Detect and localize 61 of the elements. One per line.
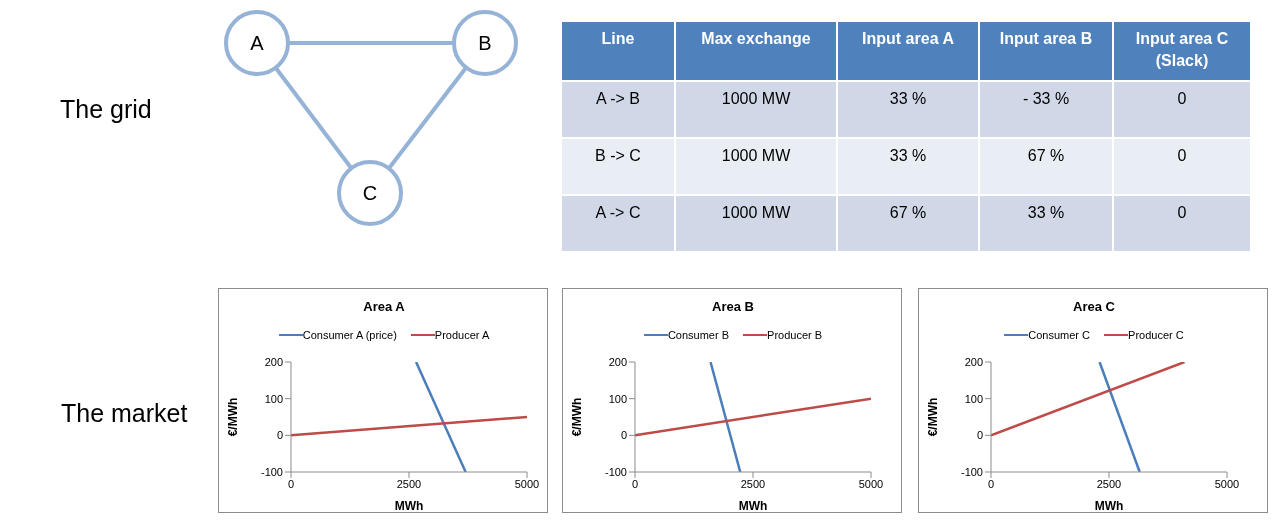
text: - 33 %: [1022, 90, 1070, 107]
y-tick-label: 200: [608, 355, 627, 368]
x-tick-label: 5000: [1214, 477, 1240, 490]
category-label: Input area C (Slack): [1114, 22, 1250, 80]
y-tick-label: 0: [976, 429, 983, 442]
text: C: [362, 182, 378, 204]
y-tick-label: -100: [960, 465, 983, 478]
y-axis-title: €/MWh: [226, 397, 241, 437]
y-tick-label: 0: [276, 429, 283, 442]
y-tick-label: 100: [964, 392, 983, 405]
legend-label: Consumer A (price): [302, 329, 397, 341]
x-axis-title: MWh: [1094, 499, 1124, 513]
text: 67 %: [1027, 147, 1065, 164]
category-label: B -> C: [595, 147, 641, 164]
x-tick-label: 5000: [858, 477, 884, 490]
y-tick-label: -100: [260, 465, 283, 478]
y-tick-label: 200: [964, 355, 983, 368]
text: B: [478, 32, 492, 54]
category-label: Input area B: [980, 22, 1112, 80]
text: A: [250, 32, 265, 54]
x-axis-title: MWh: [394, 499, 424, 513]
x-axis-title: MWh: [738, 499, 768, 513]
category-label: A -> B: [595, 90, 641, 107]
x-tick-label: 0: [287, 477, 295, 490]
x-tick-label: 0: [987, 477, 995, 490]
y-axis-title: €/MWh: [570, 397, 585, 437]
legend-label: Producer A: [434, 329, 490, 341]
text: 0: [1177, 147, 1187, 164]
y-tick-label: 100: [264, 392, 283, 405]
text: 67 %: [889, 204, 927, 221]
text: The market: [61, 399, 188, 428]
y-tick-label: -100: [604, 465, 627, 478]
chart-title: Area C: [1072, 299, 1116, 314]
category-label: Line: [562, 22, 674, 80]
x-tick-label: 5000: [514, 477, 540, 490]
chart-title: Area B: [711, 299, 755, 314]
legend-label: Producer C: [1128, 329, 1184, 341]
chart-title: Area A: [362, 299, 406, 314]
text: 33 %: [1027, 204, 1065, 221]
y-tick-label: 100: [608, 392, 627, 405]
legend-label: Producer B: [767, 329, 823, 341]
x-tick-label: 2500: [396, 477, 422, 490]
category-label: Input area A: [838, 22, 978, 80]
x-tick-label: 0: [631, 477, 639, 490]
text: 33 %: [889, 90, 927, 107]
y-tick-label: 0: [620, 429, 627, 442]
text: 0: [1177, 90, 1187, 107]
text: The grid: [60, 95, 152, 124]
text: 1000 MW: [721, 204, 791, 221]
x-tick-label: 2500: [740, 477, 766, 490]
legend-label: Consumer C: [1028, 329, 1091, 341]
y-axis-title: €/MWh: [926, 397, 941, 437]
category-label: A -> C: [595, 204, 641, 221]
text: 1000 MW: [721, 147, 791, 164]
y-tick-label: 200: [264, 355, 283, 368]
text: 1000 MW: [721, 90, 791, 107]
text: 0: [1177, 204, 1187, 221]
text: 33 %: [889, 147, 927, 164]
x-tick-label: 2500: [1096, 477, 1122, 490]
legend-label: Consumer B: [667, 329, 730, 341]
category-label: Max exchange: [676, 22, 836, 80]
